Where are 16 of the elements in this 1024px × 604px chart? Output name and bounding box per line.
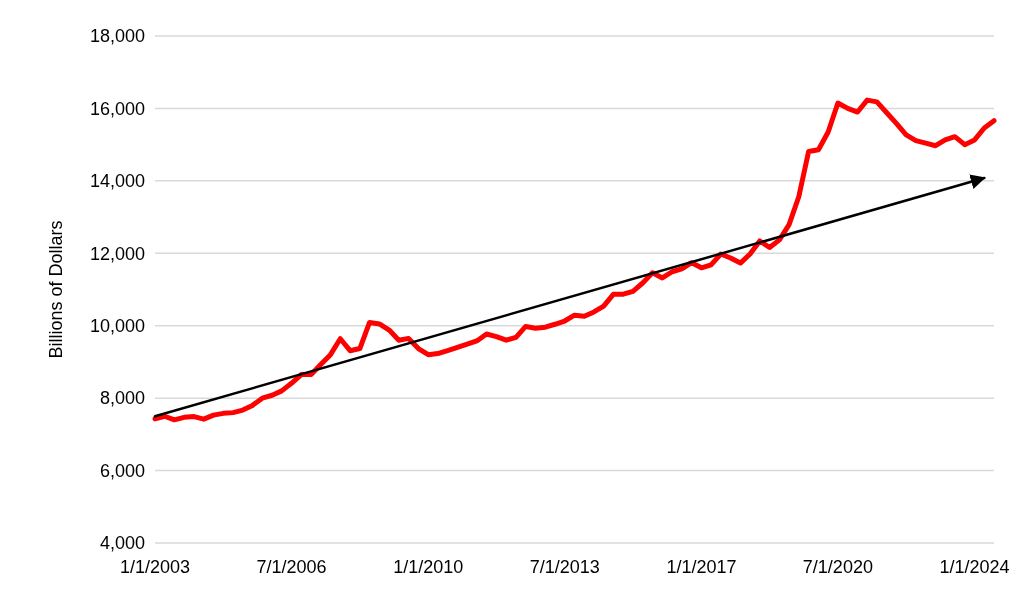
x-tick-label: 7/1/2013 bbox=[529, 557, 600, 577]
x-tick-label: 7/1/2006 bbox=[256, 557, 327, 577]
x-tick-label: 1/1/2003 bbox=[119, 557, 191, 577]
y-tick-label: 16,000 bbox=[89, 98, 145, 119]
y-axis-title: Billions of Dollars bbox=[46, 220, 66, 359]
y-tick-label: 14,000 bbox=[89, 171, 145, 192]
x-tick-label: 1/1/2024 bbox=[939, 557, 1010, 577]
y-tick-label: 8,000 bbox=[99, 388, 145, 409]
y-tick-label: 10,000 bbox=[89, 316, 145, 337]
x-tick-label: 7/1/2020 bbox=[802, 557, 873, 577]
y-tick-label: 12,000 bbox=[89, 243, 145, 264]
y-tick-label: 18,000 bbox=[89, 26, 145, 47]
x-tick-label: 1/1/2017 bbox=[666, 557, 737, 577]
y-tick-label: 6,000 bbox=[99, 460, 145, 481]
x-tick-label: 1/1/2010 bbox=[393, 557, 464, 577]
y-tick-label: 4,000 bbox=[99, 533, 145, 554]
